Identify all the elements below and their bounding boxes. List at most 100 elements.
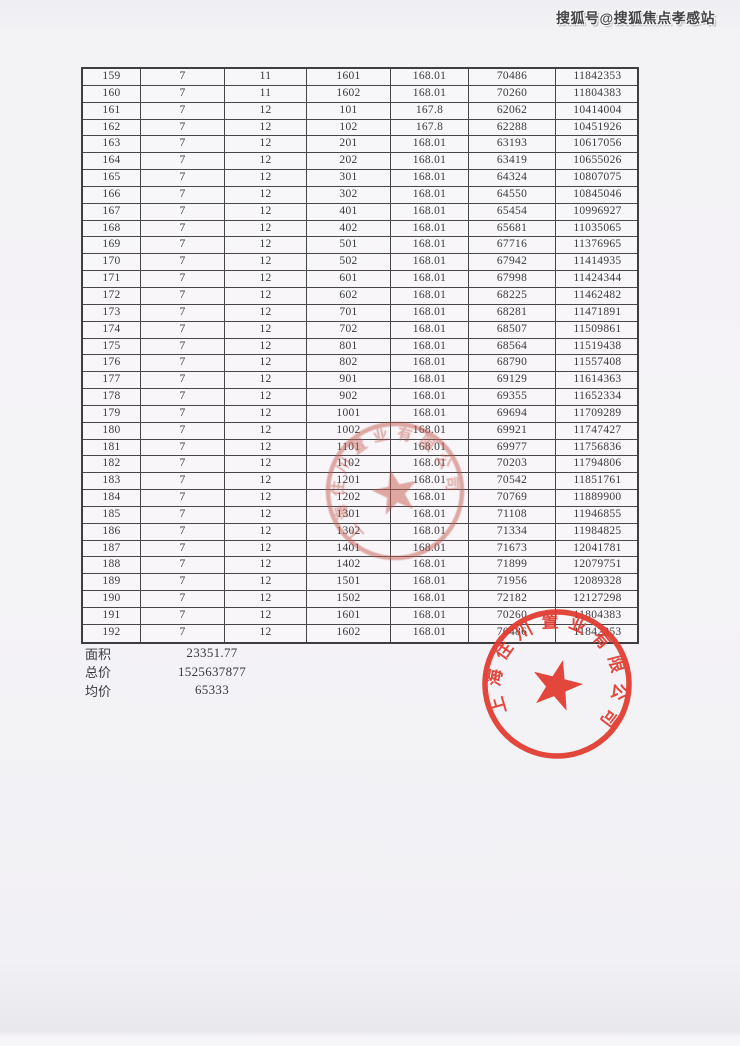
table-cell: 7 [141,355,225,372]
table-cell: 11035065 [573,221,622,234]
table-cell: 168.01 [391,321,469,338]
table-cell: 191 [83,608,141,624]
table-cell: 12 [225,557,307,574]
table-row: 171 7 12 601 168.01 67998 11424344 [83,271,637,288]
table-cell: 12 [225,372,307,389]
table-cell: 402 [307,220,391,237]
table-cell: 69921 [469,422,556,439]
table-row: 182 7 12 1102 168.01 70203 11794806 [83,456,637,474]
table-row: 181 7 12 1101 168.01 69977 11756836 [83,439,637,457]
table-cell: 12 [225,473,307,490]
table-row: 160 7 11 1602 168.01 70260 11804383 [83,85,637,103]
table-cell: 12089328 [573,575,622,588]
table-cell: 68225 [469,287,556,304]
table-row: 169 7 12 501 168.01 67716 11376965 [83,237,637,255]
table-cell: 7 [141,254,225,271]
table-cell: 502 [307,254,391,271]
table-cell: 163 [83,136,141,153]
table-cell: 7 [141,170,225,186]
table-cell: 166 [83,186,141,203]
table-cell: 168.01 [391,591,469,607]
table-cell: 7 [141,136,225,153]
table-cell: 11519438 [573,339,622,352]
table-cell: 176 [83,355,141,372]
table-row: 175 7 12 801 168.01 68564 11519438 [83,338,637,356]
table-row: 167 7 12 401 168.01 65454 10996927 [83,203,637,221]
table-cell: 172 [83,287,141,304]
table-cell: 12 [225,422,307,439]
table-cell: 62288 [469,119,556,136]
table-cell: 12 [225,304,307,321]
table-cell: 1102 [307,456,391,473]
table-cell: 67942 [469,254,556,271]
table-cell: 182 [83,456,141,473]
summary-label: 均价 [85,683,112,699]
table-cell: 11462482 [573,288,622,301]
table-cell: 11424344 [573,272,622,285]
table-cell: 179 [83,405,141,422]
table-cell: 71956 [469,574,556,591]
table-cell: 11 [225,69,307,85]
table-cell: 10655026 [573,154,622,167]
table-cell: 168.01 [391,574,469,591]
table-cell: 160 [83,85,141,102]
table-cell: 11557408 [573,356,622,369]
table-cell: 11794806 [573,457,622,470]
table-cell: 11376965 [573,238,622,251]
table-cell: 10807075 [573,171,622,184]
table-cell: 12 [225,203,307,220]
table-cell: 301 [307,170,391,186]
table-cell: 7 [141,608,225,624]
table-cell: 67716 [469,237,556,254]
table-cell: 168 [83,220,141,237]
table-cell: 63419 [469,153,556,170]
table-cell: 69129 [469,372,556,389]
table-cell: 12 [225,624,307,642]
seal-star-icon [533,660,584,711]
table-cell: 187 [83,540,141,557]
table-cell: 7 [141,186,225,203]
table-cell: 70260 [469,85,556,102]
table-cell: 168.01 [391,254,469,271]
table-cell: 186 [83,523,141,540]
table-cell: 69694 [469,405,556,422]
table-cell: 1002 [307,422,391,439]
table-cell: 159 [83,69,141,85]
summary-row: 总价 1525637877 [85,663,277,682]
table-cell: 183 [83,473,141,490]
table-cell: 11509861 [573,322,622,335]
table-cell: 168.01 [391,85,469,102]
table-cell: 168.01 [391,287,469,304]
table-cell: 1601 [307,69,391,85]
table-cell: 12079751 [573,558,622,571]
table-row: 185 7 12 1301 168.01 71108 11946855 [83,506,637,524]
summary-row: 均价 65333 [85,681,277,700]
table-cell: 12 [225,591,307,607]
table-cell: 188 [83,557,141,574]
table-cell: 71334 [469,523,556,540]
table-cell: 168.01 [391,490,469,506]
table-cell: 1602 [307,624,391,642]
table-cell: 7 [141,203,225,220]
table-cell: 67998 [469,271,556,287]
table-cell: 168.01 [391,389,469,405]
table-cell: 65454 [469,203,556,220]
table-cell: 168.01 [391,422,469,439]
table-cell: 65681 [469,220,556,237]
table-cell: 174 [83,321,141,338]
table-cell: 170 [83,254,141,271]
table-cell: 12 [225,119,307,136]
table-cell: 12 [225,523,307,540]
table-cell: 62062 [469,102,556,119]
table-cell: 7 [141,69,225,85]
table-cell: 701 [307,304,391,321]
table-cell: 71673 [469,540,556,557]
table-row: 178 7 12 902 168.01 69355 11652334 [83,389,637,406]
table-cell: 64550 [469,186,556,203]
table-cell: 7 [141,271,225,287]
table-row: 183 7 12 1201 168.01 70542 11851761 [83,473,637,491]
table-cell: 7 [141,287,225,304]
table-cell: 69977 [469,439,556,456]
table-cell: 162 [83,119,141,136]
